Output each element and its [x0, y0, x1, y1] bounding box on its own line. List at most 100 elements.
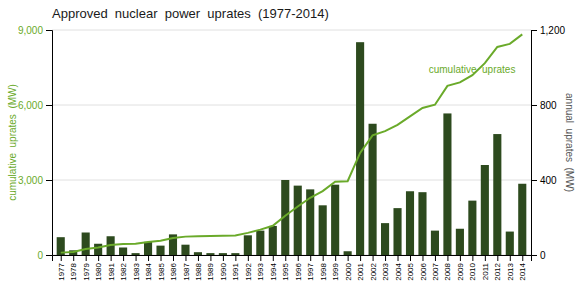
tick: 1986	[169, 255, 178, 281]
tick-label: 2004	[394, 262, 403, 280]
tick-label: 800	[540, 100, 557, 111]
tick-mark	[385, 255, 386, 261]
tick: 1998	[319, 255, 328, 281]
tick: 0	[531, 250, 546, 261]
tick-label: 2009	[456, 262, 465, 280]
bar	[506, 232, 514, 255]
tick-mark	[531, 105, 537, 106]
bar	[194, 252, 202, 255]
tick-mark	[46, 180, 52, 181]
tick: 1983	[132, 255, 141, 281]
tick-mark	[422, 255, 423, 261]
tick-label: 400	[540, 175, 557, 186]
tick-mark	[123, 255, 124, 261]
tick-label: 1993	[256, 262, 265, 280]
tick-label: 2013	[506, 262, 515, 280]
bar	[294, 186, 302, 255]
axis-line	[53, 256, 532, 262]
tick: 9,000	[18, 25, 52, 36]
tick-mark	[485, 255, 486, 261]
tick: 1978	[69, 255, 78, 281]
tick-mark	[447, 255, 448, 261]
tick-label: 2000	[344, 262, 353, 280]
tick-mark	[148, 255, 149, 261]
tick-mark	[360, 255, 361, 261]
bar	[344, 251, 352, 255]
tick-mark	[98, 255, 99, 261]
bar	[244, 235, 252, 255]
tick-mark	[86, 255, 87, 261]
bar	[456, 229, 464, 255]
tick: 1993	[256, 255, 265, 281]
tick-mark	[510, 255, 511, 261]
tick-mark	[248, 255, 249, 261]
tick-mark	[111, 255, 112, 261]
tick: 1996	[294, 255, 303, 281]
tick: 0	[37, 250, 52, 261]
tick-label: 2005	[406, 262, 415, 280]
tick-label: 1994	[269, 262, 278, 280]
tick-label: 1987	[182, 262, 191, 280]
tick-mark	[260, 255, 261, 261]
bar	[468, 201, 476, 255]
tick-label: 1983	[132, 262, 141, 280]
tick: 1988	[194, 255, 203, 281]
tick-label: 2007	[431, 262, 440, 280]
tick-mark	[298, 255, 299, 261]
tick-mark	[348, 255, 349, 261]
tick-label: 1996	[294, 262, 303, 280]
tick: 1995	[281, 255, 290, 281]
tick-mark	[310, 255, 311, 261]
tick: 1984	[144, 255, 153, 281]
tick-label: 1985	[157, 262, 166, 280]
tick-label: 1984	[144, 262, 153, 280]
tick-label: 1990	[219, 262, 228, 280]
tick-label: 1986	[169, 262, 178, 280]
tick-label: 1991	[231, 262, 240, 280]
tick-mark	[136, 255, 137, 261]
tick-mark	[198, 255, 199, 261]
tick-label: 2001	[356, 262, 365, 280]
tick-mark	[531, 180, 537, 181]
bar	[132, 253, 140, 255]
tick-mark	[373, 255, 374, 261]
bar	[518, 184, 526, 255]
tick: 2003	[381, 255, 390, 281]
bar	[443, 113, 451, 255]
tick-label: 1989	[206, 262, 215, 280]
tick-mark	[223, 255, 224, 261]
tick-label: 2010	[468, 262, 477, 280]
tick-mark	[522, 255, 523, 261]
tick: 1985	[157, 255, 166, 281]
bar	[369, 124, 377, 255]
tick: 2012	[493, 255, 502, 281]
tick-mark	[173, 255, 174, 261]
tick-label: 0	[540, 250, 546, 261]
y2-axis-title: annual uprates (MW)	[564, 93, 575, 192]
tick: 6,000	[18, 100, 52, 111]
tick-mark	[185, 255, 186, 261]
tick: 2001	[356, 255, 365, 281]
grid-line	[52, 180, 531, 181]
grid-line	[52, 30, 531, 31]
tick-mark	[46, 255, 52, 256]
tick-label: 1988	[194, 262, 203, 280]
tick-mark	[46, 30, 52, 31]
bar	[481, 165, 489, 255]
tick: 1991	[231, 255, 240, 281]
tick-label: 1999	[331, 262, 340, 280]
tick: 2007	[431, 255, 440, 281]
tick: 2000	[344, 255, 353, 281]
tick: 800	[531, 100, 557, 111]
tick-mark	[273, 255, 274, 261]
y-axis-title: cumulative uprates (MW)	[7, 84, 18, 201]
tick-mark	[460, 255, 461, 261]
bar	[219, 253, 227, 255]
chart: 1977197819791980198119821983198419851986…	[0, 0, 579, 293]
tick-label: 2012	[493, 262, 502, 280]
x-axis: 1977197819791980198119821983198419851986…	[53, 255, 532, 281]
tick-mark	[410, 255, 411, 261]
bar	[381, 223, 389, 255]
tick-mark	[335, 255, 336, 261]
tick: 1977	[57, 255, 66, 281]
